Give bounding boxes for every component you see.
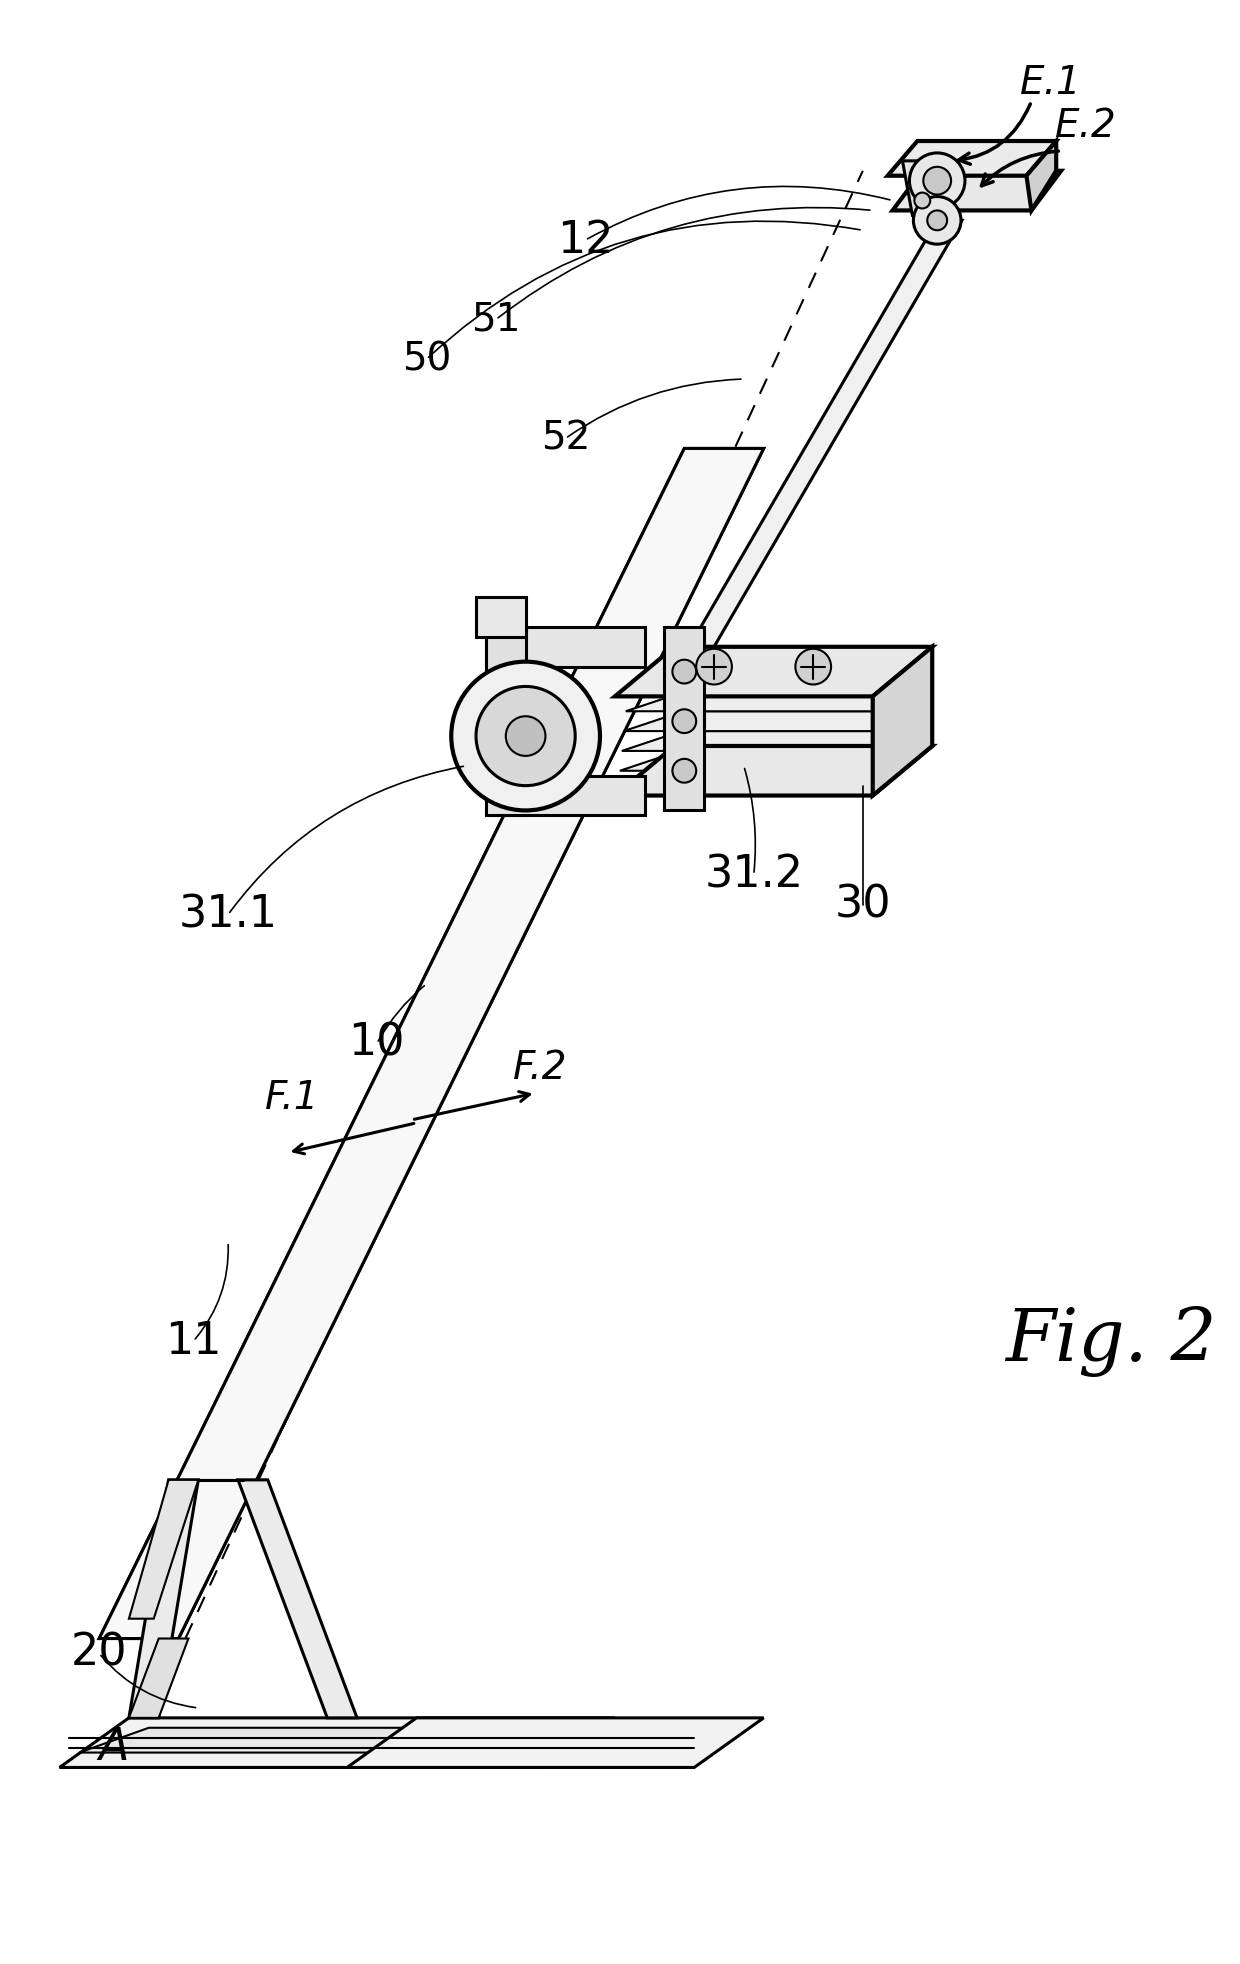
Text: 52: 52: [541, 420, 590, 458]
Text: 31.1: 31.1: [179, 894, 278, 937]
Polygon shape: [1027, 141, 1056, 210]
Text: E.2: E.2: [1055, 108, 1117, 145]
Polygon shape: [903, 161, 952, 216]
Polygon shape: [129, 1638, 188, 1718]
Polygon shape: [139, 448, 764, 1638]
Circle shape: [672, 709, 696, 733]
Circle shape: [928, 210, 947, 230]
Text: 10: 10: [348, 1021, 405, 1064]
Text: 50: 50: [402, 340, 451, 379]
Text: A: A: [99, 1726, 129, 1770]
Polygon shape: [893, 171, 1061, 210]
Text: 51: 51: [471, 300, 521, 338]
Polygon shape: [626, 691, 934, 711]
Polygon shape: [238, 1479, 357, 1718]
Polygon shape: [347, 1718, 764, 1768]
Circle shape: [506, 717, 546, 756]
Polygon shape: [624, 711, 931, 731]
Circle shape: [451, 662, 600, 811]
Text: 20: 20: [71, 1632, 128, 1675]
Polygon shape: [129, 1479, 198, 1718]
Polygon shape: [60, 1718, 615, 1768]
Circle shape: [696, 648, 732, 685]
Polygon shape: [486, 776, 645, 815]
Polygon shape: [621, 731, 929, 750]
Text: F.2: F.2: [513, 1049, 568, 1088]
Polygon shape: [79, 1728, 605, 1752]
Text: 30: 30: [835, 884, 892, 927]
Circle shape: [795, 648, 831, 685]
Polygon shape: [665, 627, 704, 811]
Circle shape: [672, 660, 696, 683]
Polygon shape: [486, 627, 645, 666]
Text: E.1: E.1: [1021, 65, 1083, 102]
Polygon shape: [873, 646, 932, 795]
Polygon shape: [99, 448, 764, 1638]
Text: F.1: F.1: [265, 1078, 320, 1118]
Polygon shape: [888, 141, 1056, 175]
Circle shape: [914, 192, 930, 208]
Text: Fig. 2: Fig. 2: [1004, 1306, 1216, 1377]
Text: 11: 11: [165, 1320, 222, 1363]
Circle shape: [476, 687, 575, 786]
Polygon shape: [129, 1479, 198, 1618]
Text: 12: 12: [557, 218, 614, 261]
Polygon shape: [620, 750, 928, 770]
Polygon shape: [615, 646, 932, 697]
Polygon shape: [486, 627, 526, 815]
Text: 31.2: 31.2: [704, 854, 804, 896]
Polygon shape: [99, 448, 724, 1638]
Polygon shape: [476, 597, 526, 636]
Polygon shape: [615, 746, 932, 795]
Circle shape: [909, 153, 965, 208]
Polygon shape: [689, 220, 962, 646]
Circle shape: [924, 167, 951, 194]
Circle shape: [914, 196, 961, 244]
Circle shape: [672, 758, 696, 784]
